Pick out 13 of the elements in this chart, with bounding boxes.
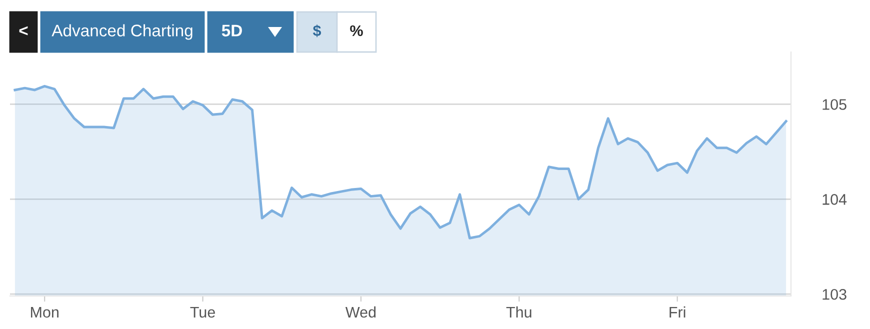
x-tick-label: Fri [670,306,686,318]
x-tick-label: Thu [506,306,532,318]
text: < [19,26,28,36]
text: $ [312,24,322,38]
x-tick-label: Mon [30,306,58,318]
text: 5D [222,24,242,36]
y-tick-label: 104 [822,194,847,205]
text: Advanced Charting [52,24,192,40]
y-tick-label: 105 [822,99,846,110]
y-tick-label: 103 [822,288,846,300]
text: % [350,25,363,36]
x-tick-label: Tue [190,306,215,318]
x-tick-label: Wed [345,306,376,318]
